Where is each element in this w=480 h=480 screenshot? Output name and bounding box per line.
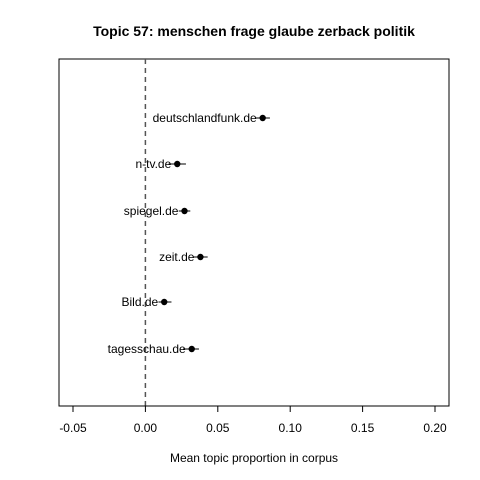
point-label: tagesschau.de [108,342,186,356]
x-axis-ticks: -0.05 0.00 0.05 0.10 0.15 0.20 [59,406,447,435]
x-tick-label: -0.05 [59,421,87,435]
x-tick-label: 0.05 [206,421,230,435]
data-point [188,345,195,353]
x-tick-label: 0.10 [279,421,303,435]
point-label: spiegel.de [124,204,179,218]
data-point [181,207,188,215]
data-point [161,298,168,306]
point-label: n-tv.de [135,157,171,171]
point-label: deutschlandfunk.de [153,111,257,125]
x-tick-label: 0.00 [134,421,158,435]
x-tick-label: 0.15 [351,421,375,435]
data-point [174,160,181,168]
point-label: Bild.de [122,295,159,309]
point-label: zeit.de [159,250,195,264]
data-points: deutschlandfunk.de n-tv.de spiegel.de zeit.… [108,111,270,356]
x-axis-title: Mean topic proportion in corpus [170,451,338,465]
x-tick-label: 0.20 [423,421,447,435]
data-point [259,114,266,122]
data-point [197,253,204,261]
chart-title: Topic 57: menschen frage glaube zerback … [93,23,415,39]
